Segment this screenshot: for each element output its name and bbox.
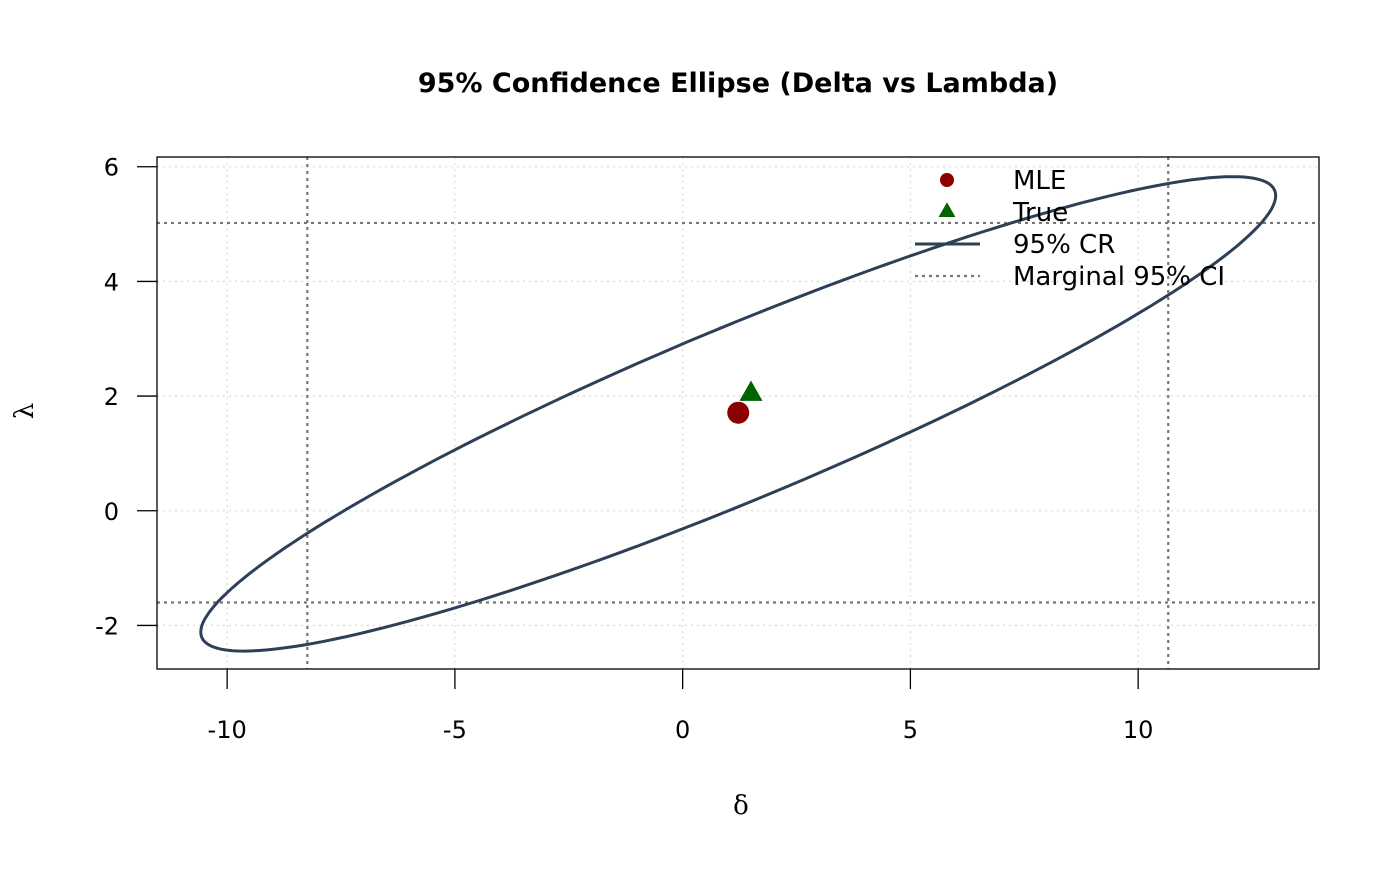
y-axis-label: λ: [10, 403, 40, 419]
y-tick-label: 4: [104, 268, 119, 296]
legend-label: True: [1012, 198, 1068, 228]
grid: [157, 157, 1319, 669]
x-axis-label: δ: [733, 791, 749, 821]
x-tick-label: -10: [208, 716, 247, 744]
legend-true-marker: [938, 202, 956, 217]
x-tick-label: 0: [675, 716, 690, 744]
x-tick-label: 5: [903, 716, 918, 744]
legend-label: Marginal 95% CI: [1013, 262, 1225, 292]
chart-title: 95% Confidence Ellipse (Delta vs Lambda): [418, 68, 1058, 99]
y-tick-label: -2: [95, 612, 119, 640]
marginal-ci-lines: [157, 157, 1319, 669]
mle-point: [727, 401, 750, 424]
points: [727, 380, 763, 424]
y-tick-label: 2: [104, 383, 119, 411]
legend-mle-marker: [940, 173, 954, 187]
legend-label: MLE: [1013, 166, 1066, 196]
legend-label: 95% CR: [1013, 230, 1115, 260]
y-tick-label: 6: [104, 154, 119, 182]
confidence-ellipse: [199, 175, 1278, 653]
y-axis: -2 0 2 4 6: [95, 154, 157, 640]
x-axis: -10 -5 0 5 10: [208, 668, 1154, 744]
true-point: [739, 380, 763, 401]
x-tick-label: -5: [443, 716, 467, 744]
x-tick-label: 10: [1123, 716, 1154, 744]
y-tick-label: 0: [104, 498, 119, 526]
